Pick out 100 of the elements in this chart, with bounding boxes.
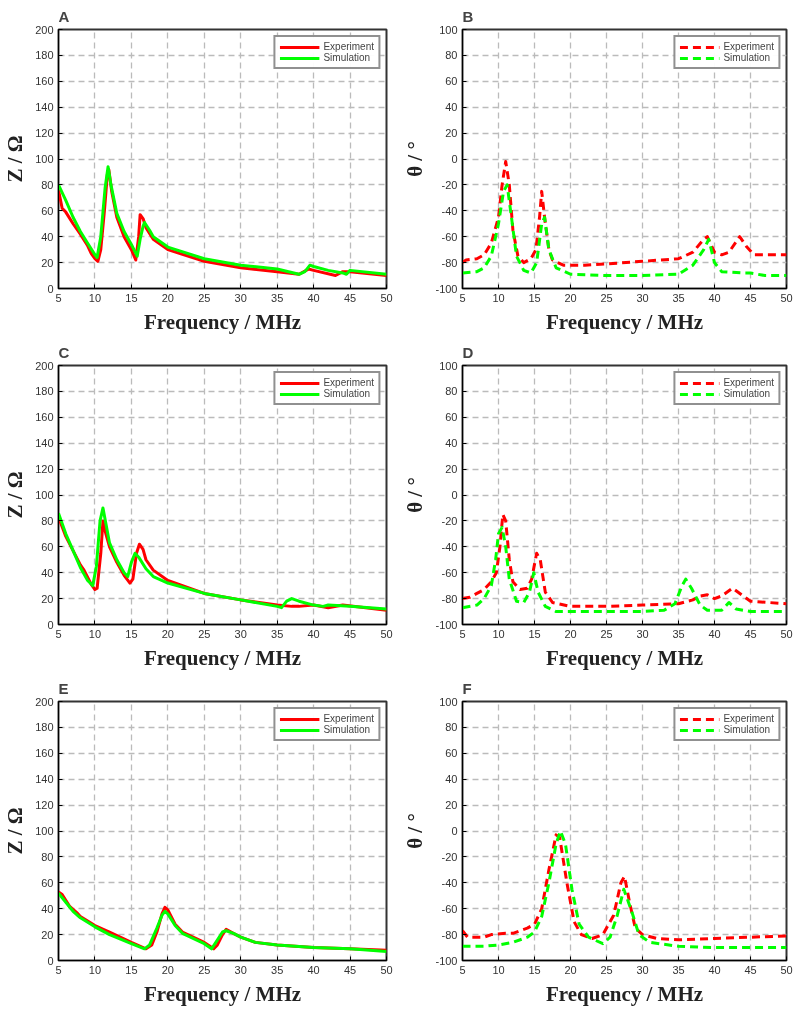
y-tick-label: 40 xyxy=(41,566,54,579)
y-axis-title: θ / ° xyxy=(403,477,428,513)
y-tick-label: 0 xyxy=(451,825,458,837)
y-tick-label: 40 xyxy=(445,437,458,450)
x-tick-label: 45 xyxy=(744,963,757,976)
legend-label: Experiment xyxy=(323,377,374,388)
x-tick-label: 10 xyxy=(492,291,505,304)
y-tick-label: -60 xyxy=(441,566,458,579)
x-tick-label: 30 xyxy=(234,963,247,976)
x-tick-label: 25 xyxy=(600,627,613,640)
y-tick-label: 40 xyxy=(41,230,54,243)
legend-label: Simulation xyxy=(323,52,371,63)
y-tick-label: -40 xyxy=(441,204,458,217)
y-tick-label: -60 xyxy=(441,230,458,243)
y-tick-label: 80 xyxy=(445,49,458,62)
x-tick-label: 50 xyxy=(780,627,793,640)
x-tick-label: 20 xyxy=(161,963,174,976)
legend-label: Simulation xyxy=(723,52,771,63)
x-tick-label: 35 xyxy=(672,627,685,640)
x-tick-label: 25 xyxy=(198,627,211,640)
x-axis-title: Frequency / MHz xyxy=(545,645,704,670)
x-tick-label: 10 xyxy=(88,291,102,304)
y-axis-title: Z / Ω xyxy=(3,807,28,855)
x-axis-title: Frequency / MHz xyxy=(545,981,704,1006)
legend-label: Experiment xyxy=(723,713,774,724)
x-tick-label: 5 xyxy=(459,627,466,640)
x-tick-label: 50 xyxy=(780,963,793,976)
x-tick-label: 30 xyxy=(234,627,247,640)
x-tick-label: 50 xyxy=(780,291,793,304)
y-tick-label: -100 xyxy=(435,954,458,967)
x-tick-label: 45 xyxy=(343,963,357,976)
y-tick-label: 60 xyxy=(41,876,54,889)
y-tick-label: -60 xyxy=(441,902,458,915)
x-tick-label: 20 xyxy=(564,291,577,304)
x-tick-label: 15 xyxy=(528,963,541,976)
chart-title: A xyxy=(58,7,70,25)
x-tick-label: 25 xyxy=(600,963,613,976)
x-tick-label: 35 xyxy=(672,963,685,976)
x-tick-label: 15 xyxy=(528,291,541,304)
y-tick-label: 160 xyxy=(35,411,54,424)
x-tick-label: 5 xyxy=(459,291,466,304)
legend-label: Experiment xyxy=(723,377,774,388)
x-tick-label: 30 xyxy=(636,627,649,640)
y-tick-label: -40 xyxy=(441,540,458,553)
x-tick-label: 40 xyxy=(708,291,721,304)
x-tick-label: 5 xyxy=(55,627,62,640)
x-tick-label: 40 xyxy=(708,627,721,640)
y-tick-label: 120 xyxy=(35,127,54,140)
y-tick-label: 100 xyxy=(439,695,458,708)
y-tick-label: 180 xyxy=(35,49,54,62)
x-tick-label: 40 xyxy=(307,291,320,304)
y-axis-title: θ / ° xyxy=(403,141,428,177)
x-tick-label: 5 xyxy=(459,963,466,976)
y-tick-label: 40 xyxy=(445,101,458,114)
y-tick-label: 180 xyxy=(35,385,54,398)
y-tick-label: 0 xyxy=(47,618,54,631)
x-tick-label: 40 xyxy=(708,963,721,976)
chart-title: E xyxy=(58,679,69,697)
x-tick-label: 35 xyxy=(271,963,284,976)
y-tick-label: 20 xyxy=(41,928,54,941)
chart-title: B xyxy=(462,7,474,25)
y-tick-label: 40 xyxy=(41,902,54,915)
y-tick-label: 100 xyxy=(35,825,54,837)
y-tick-label: 140 xyxy=(35,437,54,450)
y-tick-label: 20 xyxy=(445,799,458,812)
y-tick-label: 140 xyxy=(35,773,54,786)
x-tick-label: 25 xyxy=(198,963,211,976)
y-tick-label: 0 xyxy=(47,954,54,967)
x-tick-label: 35 xyxy=(672,291,685,304)
x-tick-label: 30 xyxy=(636,963,649,976)
chart-title: D xyxy=(462,343,474,361)
x-tick-label: 10 xyxy=(492,627,505,640)
x-tick-label: 50 xyxy=(380,627,393,640)
x-tick-label: 50 xyxy=(380,963,393,976)
y-tick-label: 0 xyxy=(451,489,458,501)
x-tick-label: 20 xyxy=(161,291,174,304)
y-tick-label: 100 xyxy=(35,153,54,165)
y-tick-label: 60 xyxy=(41,204,54,217)
chart-title: F xyxy=(462,679,472,697)
y-tick-label: 20 xyxy=(445,127,458,140)
x-tick-label: 10 xyxy=(88,627,102,640)
y-tick-label: 100 xyxy=(439,23,458,36)
legend-label: Experiment xyxy=(323,41,374,52)
legend-label: Simulation xyxy=(723,388,771,399)
y-tick-label: 140 xyxy=(35,101,54,114)
y-tick-label: 60 xyxy=(445,75,458,88)
y-tick-label: -80 xyxy=(441,256,458,269)
x-axis-title: Frequency / MHz xyxy=(545,309,704,334)
y-tick-label: -20 xyxy=(441,178,458,191)
x-tick-label: 45 xyxy=(744,627,757,640)
y-tick-label: 200 xyxy=(35,23,54,36)
x-tick-label: 25 xyxy=(600,291,613,304)
x-axis-title: Frequency / MHz xyxy=(143,981,302,1006)
y-axis-title: Z / Ω xyxy=(3,135,28,183)
y-tick-label: 60 xyxy=(445,411,458,424)
x-axis-title: Frequency / MHz xyxy=(143,309,302,334)
x-tick-label: 15 xyxy=(125,627,138,640)
y-tick-label: 120 xyxy=(35,799,54,812)
y-tick-label: 80 xyxy=(41,850,54,863)
x-tick-label: 50 xyxy=(380,291,393,304)
